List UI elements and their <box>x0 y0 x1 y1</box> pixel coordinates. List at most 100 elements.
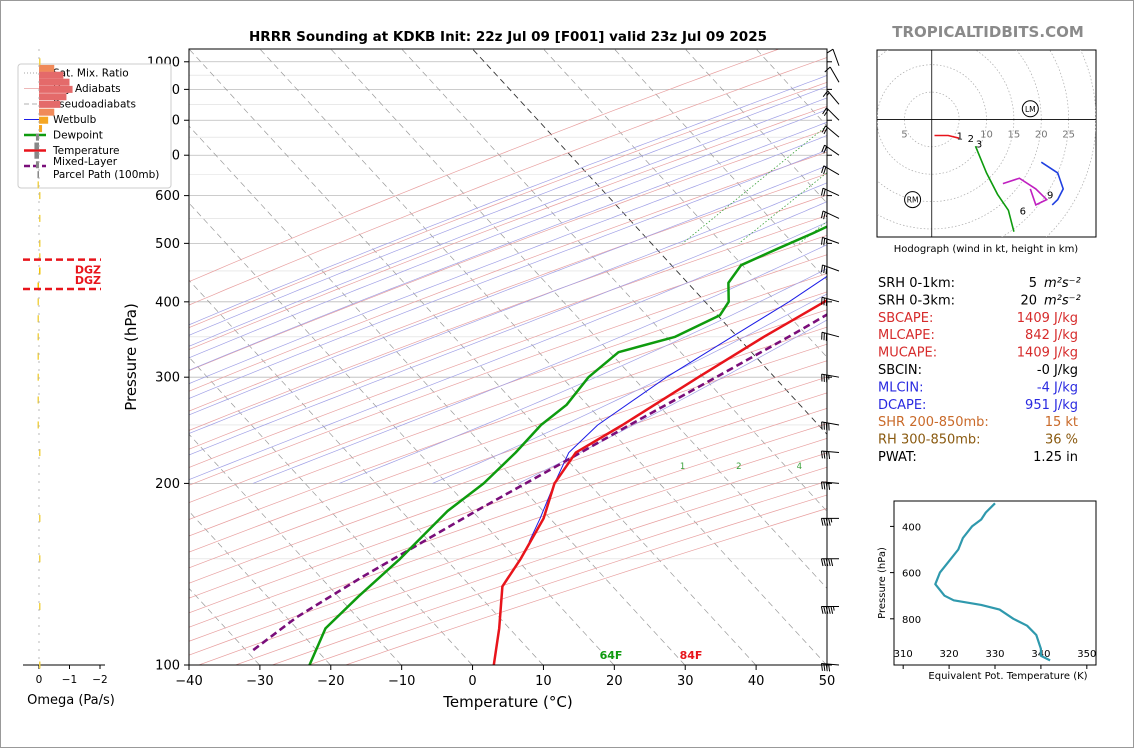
omega-bar <box>39 192 41 200</box>
wind-barb <box>826 48 840 66</box>
y-tick-label: 500 <box>155 237 180 252</box>
legend-label: Pseudoadiabats <box>53 99 136 111</box>
dry-adiabat-line <box>189 194 827 431</box>
x-tick-label: 20 <box>606 674 623 689</box>
hodograph-caption: Hodograph (wind in kt, height in km) <box>894 244 1079 255</box>
brand-watermark: TROPICALTIDBITS.COM <box>892 23 1084 41</box>
wind-barb <box>821 331 840 341</box>
mixing-ratio-label: 2 <box>736 462 741 472</box>
mixing-ratio-label: 8 <box>861 462 866 472</box>
index-value: 1.25 in <box>1033 450 1078 465</box>
theta-e-x-tick-label: 320 <box>940 649 959 660</box>
wind-barb <box>821 125 840 138</box>
omega-bar <box>39 71 64 79</box>
hodograph-segment <box>1040 161 1065 206</box>
index-unit: m²s⁻² <box>1044 276 1081 291</box>
x-tick-label: 50 <box>819 674 836 689</box>
mixing-ratio-line <box>738 172 827 244</box>
theta-e-y-tick-label: 400 <box>902 522 921 533</box>
x-tick-label: −20 <box>317 674 344 689</box>
dry-adiabat-line <box>189 254 827 486</box>
index-label: DCAPE: <box>878 398 926 413</box>
index-label: SBCIN: <box>878 363 922 378</box>
index-label: SRH 0-1km: <box>878 276 955 291</box>
wind-barb <box>821 165 840 176</box>
x-axis-label: Temperature (°C) <box>442 693 572 711</box>
wind-barb <box>821 373 840 383</box>
omega-axis-label: Omega (Pa/s) <box>27 693 115 708</box>
index-label: MLCIN: <box>878 380 923 395</box>
dry-adiabat-line <box>189 326 827 553</box>
parcel-path-line <box>249 313 827 654</box>
hodograph-ring-label: 20 <box>1035 129 1048 140</box>
wind-barb <box>824 66 840 83</box>
hodograph-height-label: 1 <box>957 131 963 142</box>
index-value: 15 kt <box>1045 415 1078 430</box>
y-tick-label: 400 <box>155 295 180 310</box>
moist-adiabat-line <box>189 121 827 371</box>
hodograph-height-label: 6 <box>1020 206 1026 217</box>
index-label: SHR 200-850mb: <box>878 415 989 430</box>
wind-barbs <box>820 48 840 672</box>
omega-bar <box>39 603 41 611</box>
wind-barb <box>821 264 840 274</box>
theta-e-y-tick-label: 600 <box>902 569 921 580</box>
omega-bar <box>39 267 41 275</box>
wind-barb <box>820 662 840 672</box>
surface-temperature-label: 84F <box>680 649 703 662</box>
temperature-line <box>492 298 827 665</box>
wind-barb <box>821 236 840 246</box>
moist-adiabat-line <box>189 182 827 434</box>
moist-adiabat-line <box>432 293 827 484</box>
legend-label: Sat. Mix. Ratio <box>53 68 129 80</box>
omega-bar <box>39 449 41 457</box>
x-tick-label: 30 <box>677 674 694 689</box>
wind-barb <box>820 606 839 614</box>
mixing-ratio-label: 20 <box>952 462 963 472</box>
omega-bar <box>39 253 41 261</box>
omega-bar <box>39 116 49 124</box>
hodograph-height-label: 3 <box>976 140 982 151</box>
dry-adiabat-line <box>189 106 827 350</box>
legend-label-cont: Parcel Path (100mb) <box>53 169 159 181</box>
hodograph-height-label: 2 <box>968 134 974 145</box>
index-value: 1409 J/kg <box>1017 311 1078 326</box>
skew-t-frame <box>188 48 828 666</box>
mixing-ratio-label: 1 <box>680 462 685 472</box>
storm-motion-label: LM <box>1025 105 1036 114</box>
hodograph-segment <box>934 134 960 139</box>
index-value: 5 <box>1029 276 1037 291</box>
moist-adiabat-line <box>339 268 827 484</box>
storm-motion-label: RM <box>907 196 919 205</box>
omega-tick-label: 0 <box>36 674 43 686</box>
storm-motion-marker <box>1021 100 1039 118</box>
wind-barb <box>820 450 840 460</box>
index-label: SBCAPE: <box>878 311 933 326</box>
index-value: 20 <box>1020 293 1037 308</box>
dgz-label: DGZ <box>75 274 101 287</box>
sounding-indices: SRH 0-1km: 5 m²s⁻² SRH 0-3km: 20 m²s⁻² SBCAPE:… <box>878 276 1081 465</box>
dry-adiabat-line <box>189 273 827 504</box>
omega-bar <box>39 58 41 66</box>
x-tick-label: −10 <box>388 674 415 689</box>
moist-adiabat-line <box>189 149 827 399</box>
dry-adiabat-line <box>189 49 780 283</box>
mixing-ratio-label: 30 <box>995 462 1006 472</box>
hodograph-ring-label: 15 <box>1008 129 1021 140</box>
x-tick-label: 0 <box>468 674 476 689</box>
index-label: RH 300-850mb: <box>878 433 981 448</box>
omega-tick-label: −1 <box>62 674 77 686</box>
dewpoint-line <box>308 225 827 665</box>
moist-adiabat-line <box>189 75 827 326</box>
omega-bar <box>39 514 41 522</box>
dry-adiabat-line <box>189 234 827 468</box>
wetbulb-line <box>528 275 827 543</box>
theta-e-x-tick-label: 330 <box>985 649 1004 660</box>
index-label: SRH 0-3km: <box>878 293 955 308</box>
dry-adiabat-line <box>189 376 827 599</box>
legend-label: Temperature <box>52 145 120 157</box>
